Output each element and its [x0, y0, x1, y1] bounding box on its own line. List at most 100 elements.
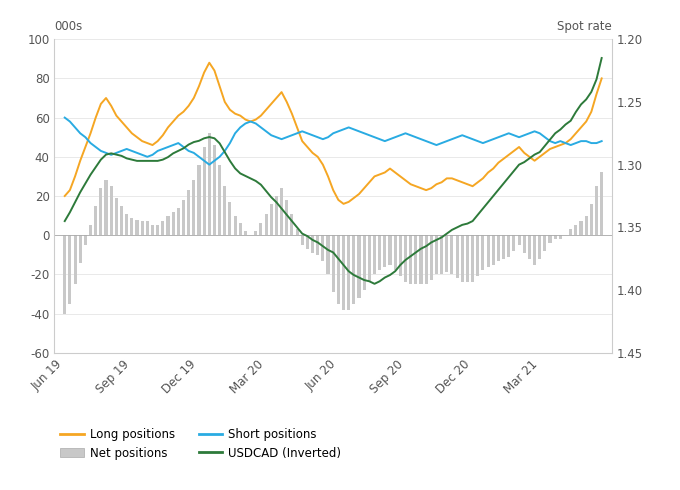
Bar — [265, 214, 268, 235]
Bar — [228, 202, 231, 235]
Bar — [326, 235, 330, 274]
Bar — [492, 235, 495, 265]
Bar — [332, 235, 335, 292]
Bar — [187, 190, 190, 235]
Bar — [543, 235, 547, 251]
Bar — [507, 235, 510, 257]
Bar — [135, 220, 139, 235]
Bar — [414, 235, 418, 284]
Bar — [125, 214, 129, 235]
Bar — [409, 235, 412, 284]
Bar — [384, 235, 386, 267]
Bar — [120, 206, 123, 235]
Bar — [549, 235, 551, 243]
Bar — [141, 221, 143, 235]
Bar — [533, 235, 536, 265]
Bar — [244, 231, 247, 235]
Bar — [197, 165, 201, 235]
Bar — [254, 231, 257, 235]
Bar — [203, 147, 205, 235]
Bar — [316, 235, 320, 255]
Bar — [445, 235, 448, 272]
Bar — [585, 216, 588, 235]
Bar — [575, 225, 577, 235]
Text: 000s: 000s — [54, 20, 83, 33]
Bar — [559, 235, 562, 239]
Bar — [192, 180, 195, 235]
Bar — [94, 206, 97, 235]
Bar — [512, 235, 515, 251]
Bar — [84, 235, 87, 245]
Bar — [146, 221, 149, 235]
Bar — [306, 235, 309, 249]
Bar — [290, 214, 294, 235]
Bar — [517, 235, 521, 245]
Bar — [476, 235, 479, 276]
Bar — [554, 235, 557, 239]
Bar — [131, 218, 133, 235]
Bar — [280, 188, 283, 235]
Bar — [362, 235, 366, 290]
Bar — [99, 188, 103, 235]
Bar — [378, 235, 381, 270]
Bar — [156, 225, 159, 235]
Bar — [523, 235, 526, 253]
Bar — [177, 208, 180, 235]
Bar — [368, 235, 371, 282]
Bar — [595, 186, 598, 235]
Bar — [89, 225, 92, 235]
Bar — [322, 235, 324, 261]
Bar — [600, 172, 603, 235]
Bar — [63, 235, 66, 314]
Bar — [502, 235, 505, 259]
Bar — [79, 235, 82, 263]
Bar — [487, 235, 490, 267]
Bar — [388, 235, 392, 265]
Bar — [296, 229, 299, 235]
Bar — [579, 221, 583, 235]
Bar — [358, 235, 360, 298]
Bar — [466, 235, 469, 282]
Bar — [404, 235, 407, 282]
Bar — [456, 235, 458, 278]
Bar — [109, 186, 113, 235]
Bar — [259, 223, 262, 235]
Bar — [151, 225, 154, 235]
Bar — [337, 235, 340, 304]
Bar — [218, 165, 221, 235]
Bar — [171, 212, 175, 235]
Bar — [398, 235, 402, 276]
Bar — [430, 235, 433, 280]
Bar — [420, 235, 422, 284]
Bar — [233, 216, 237, 235]
Bar — [497, 235, 500, 261]
Bar — [440, 235, 443, 274]
Bar — [167, 216, 169, 235]
Bar — [450, 235, 454, 274]
Bar — [311, 235, 314, 253]
Bar — [590, 204, 593, 235]
Bar — [461, 235, 464, 282]
Bar — [105, 180, 107, 235]
Bar — [275, 196, 278, 235]
Text: Spot rate: Spot rate — [557, 20, 612, 33]
Bar — [352, 235, 356, 304]
Bar — [115, 198, 118, 235]
Legend: Long positions, Net positions, Short positions, USDCAD (Inverted): Long positions, Net positions, Short pos… — [61, 428, 341, 460]
Bar — [424, 235, 428, 284]
Bar — [161, 221, 165, 235]
Bar — [481, 235, 484, 270]
Bar — [538, 235, 541, 259]
Bar — [213, 145, 216, 235]
Bar — [223, 186, 226, 235]
Bar — [208, 133, 211, 235]
Bar — [301, 235, 304, 245]
Bar — [471, 235, 474, 282]
Bar — [68, 235, 71, 304]
Bar — [342, 235, 345, 310]
Bar — [435, 235, 438, 274]
Bar — [270, 204, 273, 235]
Bar — [394, 235, 396, 270]
Bar — [73, 235, 77, 284]
Bar — [569, 229, 573, 235]
